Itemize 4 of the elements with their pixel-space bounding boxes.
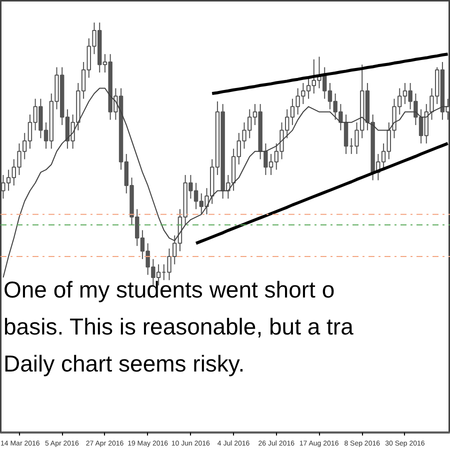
text: Daily chart seems risky. bbox=[4, 350, 245, 376]
annotation: One of my students went short o bbox=[4, 276, 335, 302]
text: basis. This is reasonable, but a tra bbox=[4, 314, 354, 340]
candlestick bbox=[344, 114, 348, 154]
